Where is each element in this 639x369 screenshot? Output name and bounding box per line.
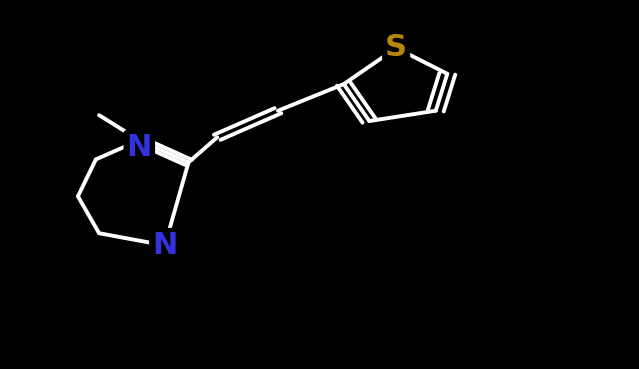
Text: S: S [385, 34, 407, 62]
Text: N: N [152, 231, 178, 260]
Text: N: N [127, 133, 152, 162]
